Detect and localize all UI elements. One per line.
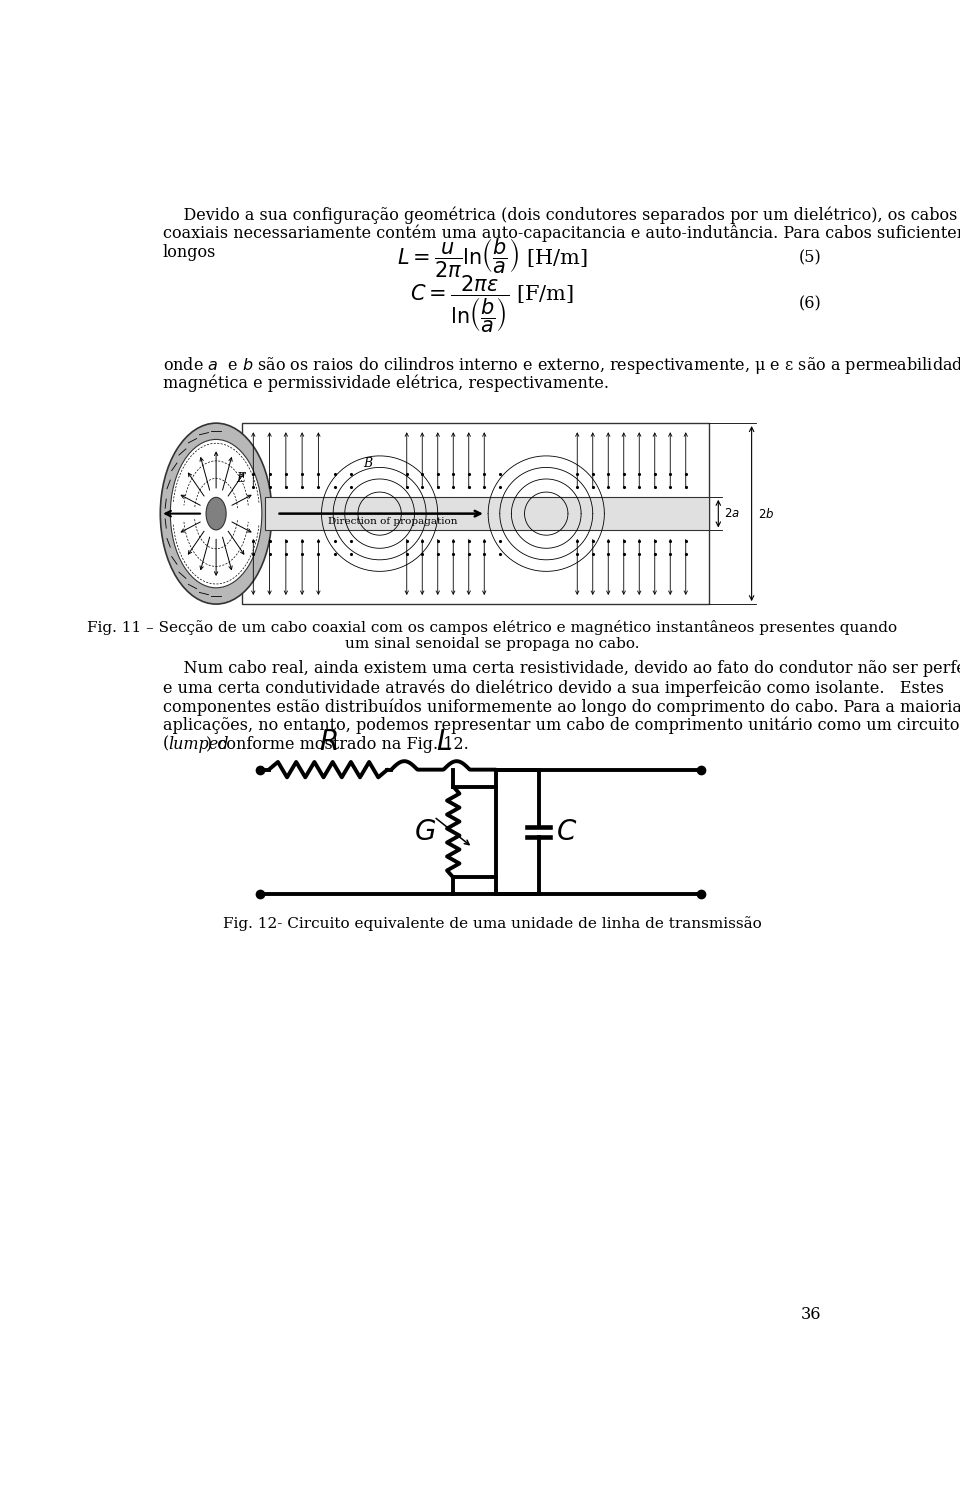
Text: $L$: $L$ (436, 728, 451, 756)
Text: Num cabo real, ainda existem uma certa resistividade, devido ao fato do condutor: Num cabo real, ainda existem uma certa r… (162, 661, 960, 677)
Text: Direction of propagation: Direction of propagation (328, 516, 458, 525)
Text: Devido a sua configuração geométrica (dois condutores separados por um dielétric: Devido a sua configuração geométrica (do… (162, 206, 957, 224)
Text: Fig. 12- Circuito equivalente de uma unidade de linha de transmissão: Fig. 12- Circuito equivalente de uma uni… (223, 917, 761, 930)
Text: 36: 36 (801, 1305, 822, 1323)
Text: magnética e permissividade elétrica, respectivamente.: magnética e permissividade elétrica, res… (162, 375, 609, 391)
Text: $C = \dfrac{2\pi\varepsilon}{\ln\!\left(\dfrac{b}{a}\right)}$ [F/m]: $C = \dfrac{2\pi\varepsilon}{\ln\!\left(… (410, 272, 574, 334)
Text: $L = \dfrac{u}{2\pi}\ln\!\left(\dfrac{b}{a}\right)$ [H/m]: $L = \dfrac{u}{2\pi}\ln\!\left(\dfrac{b}… (396, 236, 588, 278)
Text: (5): (5) (799, 250, 822, 266)
Text: $R$: $R$ (319, 728, 337, 756)
Bar (265, 497, 709, 530)
Text: componentes estão distribuídos uniformemente ao longo do comprimento do cabo. Pa: componentes estão distribuídos uniformem… (162, 698, 960, 715)
Text: e uma certa condutividade através do dielétrico devido a sua imperfeicão como is: e uma certa condutividade através do die… (162, 679, 944, 697)
Text: onde $a$  e $b$ são os raios do cilindros interno e externo, respectivamente, μ : onde $a$ e $b$ são os raios do cilindros… (162, 355, 960, 376)
Text: um sinal senoidal se propaga no cabo.: um sinal senoidal se propaga no cabo. (345, 638, 639, 652)
Text: lumped: lumped (168, 736, 228, 752)
Text: Fig. 11 – Secção de um cabo coaxial com os campos elétrico e magnético instantân: Fig. 11 – Secção de um cabo coaxial com … (87, 620, 897, 635)
Text: ) conforme mostrado na Fig. 12.: ) conforme mostrado na Fig. 12. (206, 736, 468, 752)
Text: $C$: $C$ (556, 819, 577, 846)
Text: (: ( (162, 736, 169, 752)
Ellipse shape (206, 497, 227, 530)
Text: longos: longos (162, 244, 216, 260)
Text: (6): (6) (799, 295, 822, 313)
Ellipse shape (170, 439, 262, 588)
Text: $2a$: $2a$ (725, 507, 740, 521)
Ellipse shape (160, 423, 272, 604)
Bar (242, 423, 709, 604)
Text: E: E (236, 473, 246, 486)
Text: B: B (364, 458, 372, 470)
Text: $G$: $G$ (414, 819, 436, 846)
Text: coaxiais necessariamente contém uma auto-capacitancia e auto-indutância. Para ca: coaxiais necessariamente contém uma auto… (162, 224, 960, 242)
Text: aplicações, no entanto, podemos representar um cabo de comprimento unitário como: aplicações, no entanto, podemos represen… (162, 716, 960, 734)
Text: $2b$: $2b$ (757, 507, 774, 521)
